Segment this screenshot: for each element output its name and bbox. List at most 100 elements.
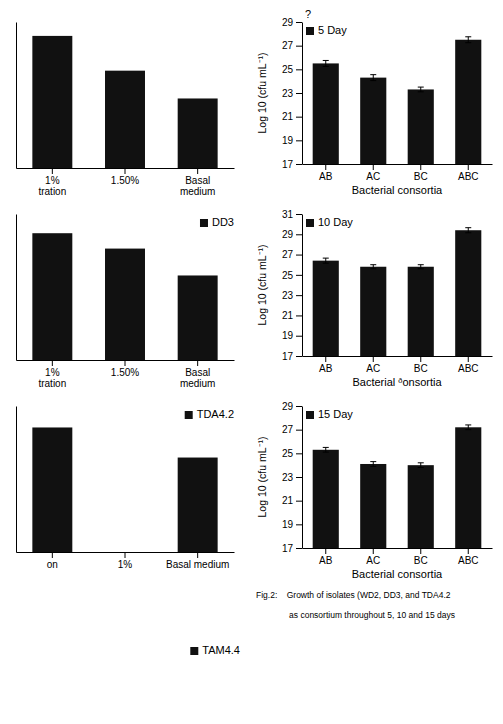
x-tick-label-line: AC bbox=[366, 363, 380, 374]
x-tick: AC bbox=[366, 164, 380, 182]
bars bbox=[32, 427, 217, 552]
x-axis: ABACBCABC bbox=[303, 164, 493, 182]
bar bbox=[32, 427, 72, 552]
x-tick-label: AB bbox=[319, 555, 333, 566]
x-tick-label: ABC bbox=[458, 363, 479, 374]
figure: 1%tration1.50%Basalmedium1%tration1.50%B… bbox=[0, 0, 503, 724]
x-tick-label: BC bbox=[414, 171, 428, 182]
y-tick-mark bbox=[296, 234, 302, 235]
y-tick-mark bbox=[296, 140, 302, 141]
y-tick-label: 29 bbox=[282, 229, 294, 240]
y-tick-label: 17 bbox=[282, 159, 294, 170]
x-tick-mark bbox=[52, 552, 53, 558]
x-tick-label-line: ABC bbox=[458, 363, 479, 374]
x-tick-label-line: AC bbox=[366, 555, 380, 566]
x-tick-label-line: Basal bbox=[185, 367, 210, 378]
y-tick-mark bbox=[296, 453, 302, 454]
x-tick-mark bbox=[52, 168, 53, 174]
caption: as consortium throughout 5, 10 and 15 da… bbox=[256, 610, 455, 620]
bar bbox=[360, 78, 386, 164]
y-axis-line bbox=[16, 215, 17, 361]
bar bbox=[455, 230, 481, 356]
y-axis-title: Log 10 (cfu mL⁻¹) bbox=[256, 52, 268, 133]
x-axis: 1%tration1.50%Basalmedium bbox=[17, 360, 235, 389]
x-tick-label-line: AB bbox=[319, 171, 333, 182]
x-tick-mark bbox=[420, 164, 421, 170]
legend: 5 Day bbox=[306, 24, 347, 36]
y-tick: 23 bbox=[282, 472, 302, 483]
panel: 1%tration1.50%BasalmediumDD3 bbox=[17, 215, 235, 390]
y-tick: 21 bbox=[282, 111, 302, 122]
x-tick-mark bbox=[420, 356, 421, 362]
y-tick-mark bbox=[296, 46, 302, 47]
x-tick-mark bbox=[373, 548, 374, 554]
y-tick-mark bbox=[296, 524, 302, 525]
legend: TDA4.2 bbox=[185, 408, 234, 420]
legend-swatch bbox=[190, 647, 198, 655]
x-tick-label-line: 1.50% bbox=[111, 367, 139, 378]
x-tick-mark bbox=[373, 356, 374, 362]
y-axis: 1719212325272931 bbox=[282, 209, 303, 362]
y-tick-label: 25 bbox=[282, 448, 294, 459]
y-tick: 25 bbox=[282, 270, 302, 281]
y-tick-mark bbox=[296, 548, 302, 549]
x-tick-label: 1.50% bbox=[111, 175, 139, 186]
x-tick-mark bbox=[325, 356, 326, 362]
y-tick-label: 19 bbox=[282, 519, 294, 530]
x-tick-label-line: 1% bbox=[45, 367, 60, 378]
x-tick-label-line: 1% bbox=[118, 559, 133, 570]
x-tick-label-line: 1.50% bbox=[111, 175, 139, 186]
legend-label: DD3 bbox=[212, 216, 234, 228]
legend-swatch bbox=[306, 411, 314, 419]
y-tick: 29 bbox=[282, 17, 302, 28]
x-tick-mark bbox=[420, 548, 421, 554]
y-tick-mark bbox=[296, 214, 302, 215]
x-tick-mark bbox=[325, 164, 326, 170]
x-axis: 1%tration1.50%Basalmedium bbox=[17, 168, 235, 197]
legend-label: 10 Day bbox=[318, 216, 353, 228]
y-axis-line bbox=[302, 215, 303, 357]
x-axis-title: Bacterial ᶞonsortia bbox=[352, 376, 442, 388]
bar bbox=[455, 40, 481, 164]
bar bbox=[408, 465, 434, 548]
error-bar bbox=[323, 258, 329, 263]
x-axis-title: Bacterial consortia bbox=[352, 184, 443, 196]
x-tick-label: on bbox=[47, 559, 58, 570]
legend: 15 Day bbox=[306, 408, 353, 420]
y-axis bbox=[16, 215, 17, 361]
y-tick: 19 bbox=[282, 330, 302, 341]
x-tick-mark bbox=[197, 552, 198, 558]
y-axis-title: Log 10 (cfu mL⁻¹) bbox=[256, 244, 268, 325]
error-bar bbox=[323, 447, 329, 452]
y-tick: 17 bbox=[282, 351, 302, 362]
legend-label: TAM4.4 bbox=[202, 644, 240, 656]
x-axis: on1%Basal medium bbox=[17, 552, 235, 570]
x-tick-label-line: AC bbox=[366, 171, 380, 182]
y-tick-mark bbox=[296, 117, 302, 118]
x-tick-mark bbox=[468, 548, 469, 554]
bars bbox=[313, 425, 482, 548]
x-axis: ABACBCABC bbox=[303, 548, 493, 566]
y-tick-label: 23 bbox=[282, 88, 294, 99]
bars bbox=[313, 37, 482, 164]
x-tick-label: 1% bbox=[118, 559, 133, 570]
caption: Fig.2: Growth of isolates (WD2, DD3, and… bbox=[256, 590, 451, 600]
x-tick-label: AB bbox=[319, 363, 333, 374]
x-tick-label: Basalmedium bbox=[180, 175, 216, 197]
error-bar bbox=[370, 75, 376, 81]
y-tick: 21 bbox=[282, 495, 302, 506]
x-tick: AB bbox=[319, 356, 333, 374]
x-tick-label-line: medium bbox=[180, 378, 216, 389]
error-bar bbox=[465, 425, 471, 430]
x-tick-label: Basalmedium bbox=[180, 367, 216, 389]
bar bbox=[32, 36, 72, 168]
legend: DD3 bbox=[200, 216, 234, 228]
bars bbox=[313, 228, 482, 356]
y-tick-mark bbox=[296, 406, 302, 407]
legend-label: 15 Day bbox=[318, 408, 353, 420]
x-tick-mark bbox=[325, 548, 326, 554]
legend: 10 Day bbox=[306, 216, 353, 228]
y-tick: 29 bbox=[282, 229, 302, 240]
x-axis-line bbox=[303, 548, 493, 549]
legend-swatch bbox=[200, 219, 208, 227]
